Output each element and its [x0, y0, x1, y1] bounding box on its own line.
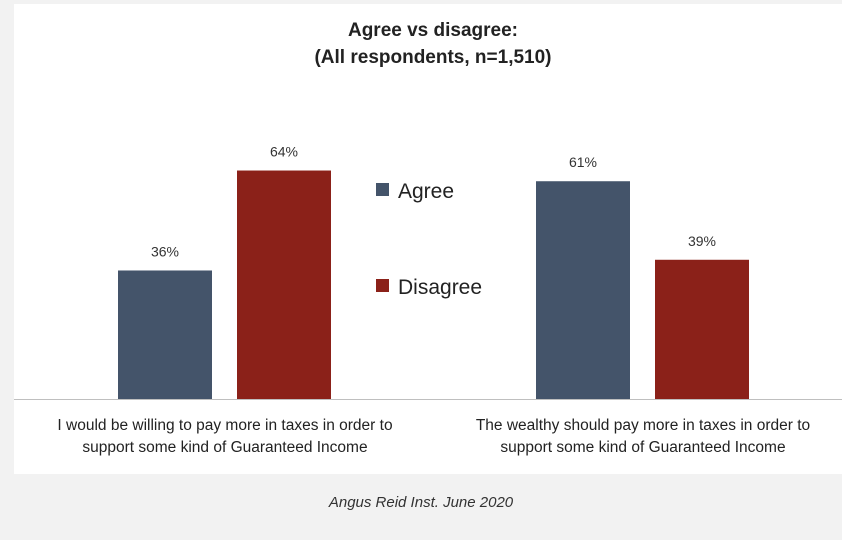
category-label-2-line-2: support some kind of Guaranteed Income: [500, 439, 785, 456]
data-label-disagree-2: 39%: [688, 233, 716, 249]
bar-agree-1: [118, 270, 212, 399]
data-label-disagree-1: 64%: [270, 144, 298, 160]
source-note: Angus Reid Inst. June 2020: [328, 494, 514, 511]
data-label-agree-2: 61%: [569, 154, 597, 170]
chart-title: Agree vs disagree:: [348, 20, 518, 41]
chart-panel: Agree vs disagree: (All respondents, n=1,…: [14, 4, 842, 474]
legend-label-agree: Agree: [398, 180, 454, 203]
legend-label-disagree: Disagree: [398, 276, 482, 299]
bar-disagree-1: [237, 170, 331, 399]
chart-subtitle: (All respondents, n=1,510): [314, 47, 551, 68]
legend-swatch-agree: [376, 183, 389, 196]
bar-disagree-2: [655, 259, 749, 399]
category-label-1-line-2: support some kind of Guaranteed Income: [82, 439, 367, 456]
category-label-2-line-1: The wealthy should pay more in taxes in …: [476, 417, 810, 434]
bar-agree-2: [536, 181, 630, 399]
category-label-1-line-1: I would be willing to pay more in taxes …: [57, 417, 392, 434]
data-label-agree-1: 36%: [151, 243, 179, 259]
legend-swatch-disagree: [376, 279, 389, 292]
bar-chart: Agree vs disagree: (All respondents, n=1,…: [14, 20, 842, 456]
